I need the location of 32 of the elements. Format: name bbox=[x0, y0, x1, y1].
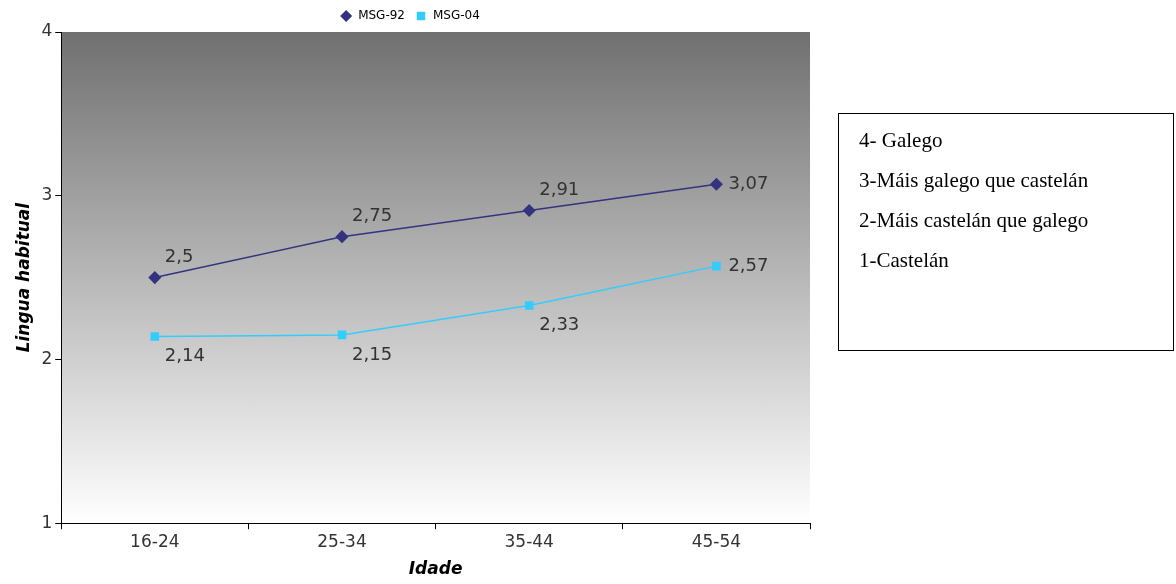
data-label: 2,5 bbox=[164, 245, 194, 267]
point bbox=[712, 261, 721, 271]
data-label: 3,07 bbox=[728, 171, 769, 193]
data-label: 2,33 bbox=[539, 313, 580, 335]
x-tick-label: 45-54 bbox=[691, 530, 742, 551]
data-label: 2,91 bbox=[539, 178, 580, 200]
text: 2-Máis castelán que galego bbox=[859, 208, 1090, 233]
y-tick-label: 3 bbox=[41, 184, 53, 205]
x-tick-label: 35-44 bbox=[504, 530, 554, 551]
x-tick-label: 25-34 bbox=[317, 530, 367, 551]
data-label: 2,15 bbox=[352, 342, 393, 364]
point bbox=[524, 301, 534, 310]
x-axis-title: Idade bbox=[408, 558, 463, 579]
y-tick-label: 4 bbox=[41, 20, 53, 41]
text: 4- Galego bbox=[859, 128, 944, 153]
point bbox=[150, 332, 160, 341]
text: 3-Máis galego que castelán bbox=[859, 168, 1090, 193]
x-tick-label: 16-24 bbox=[130, 530, 180, 551]
data-label: 2,75 bbox=[352, 204, 393, 226]
data-label: 2,14 bbox=[164, 344, 205, 366]
legend-label: MSG-92 bbox=[358, 8, 406, 23]
y-tick-label: 1 bbox=[41, 511, 53, 532]
y-axis-title: Lingua habitual bbox=[12, 201, 33, 353]
point bbox=[522, 204, 536, 217]
text: 1-Castelán bbox=[859, 248, 950, 273]
y-tick-label: 2 bbox=[41, 347, 53, 368]
legend-label: MSG-04 bbox=[433, 8, 480, 23]
point bbox=[335, 230, 349, 243]
data-label: 2,57 bbox=[728, 253, 769, 275]
point bbox=[337, 330, 347, 340]
point bbox=[148, 271, 162, 284]
point bbox=[710, 178, 723, 191]
